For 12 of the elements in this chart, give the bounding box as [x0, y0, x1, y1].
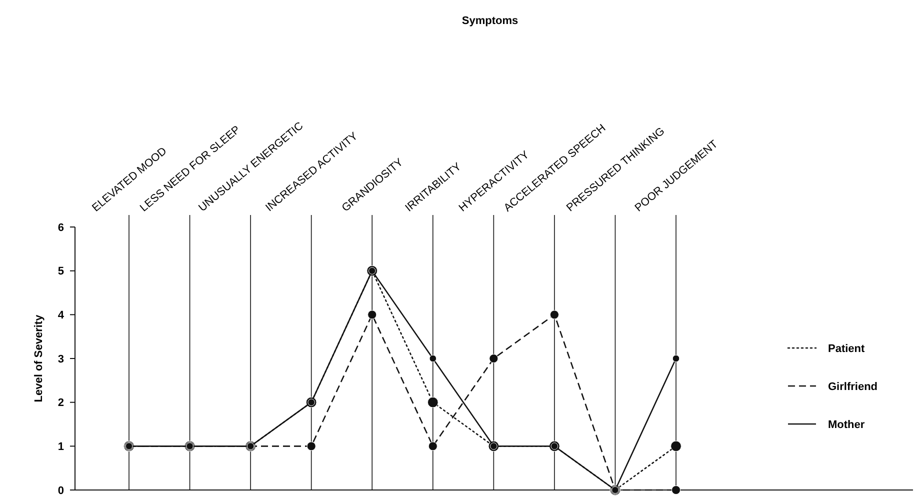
- y-tick-label: 1: [58, 441, 64, 454]
- legend-label: Patient: [828, 342, 866, 355]
- y-tick-label: 4: [58, 310, 65, 322]
- y-tick-label: 5: [58, 266, 64, 278]
- y-tick-label: 0: [58, 484, 64, 497]
- legend-label: Girlfriend: [828, 380, 878, 393]
- y-axis-title: Level of Severity: [33, 314, 45, 402]
- y-tick-label: 2: [58, 397, 64, 410]
- y-tick-label: 6: [58, 222, 64, 234]
- chart-title: Symptoms: [462, 15, 518, 27]
- y-tick-label: 3: [58, 353, 64, 366]
- legend-label: Mother: [828, 418, 866, 431]
